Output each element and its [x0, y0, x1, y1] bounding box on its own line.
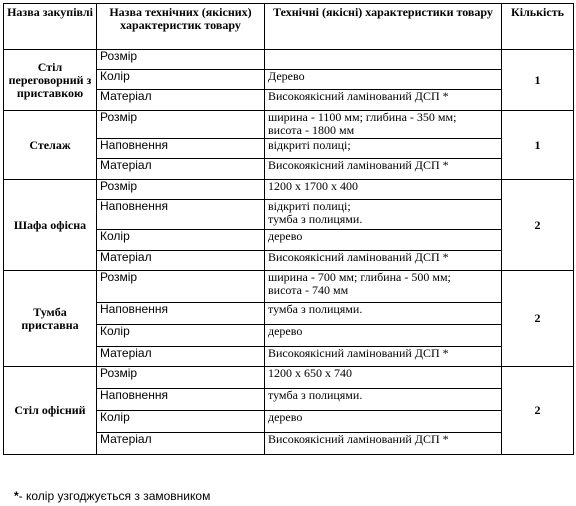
header-quantity: Кількість	[501, 3, 574, 50]
table-row: Матеріал Високоякісний ламінований ДСП *	[4, 346, 574, 367]
attribute-cell: Колір	[96, 69, 265, 90]
value-cell: відкриті полиці;	[264, 138, 502, 159]
table-row: Наповнення відкриті полиці;	[4, 138, 574, 159]
table-row: Наповнення тумба з полицями.	[4, 302, 574, 325]
item-name: Стіл переговорний з приставкою	[3, 49, 97, 111]
value-cell: ширина - 1100 мм; глибина - 350 мм; висо…	[264, 110, 502, 139]
table-row: Матеріал Високоякісний ламінований ДСП *	[4, 250, 574, 271]
value-cell: ширина - 700 мм; глибина - 500 мм; висот…	[264, 270, 502, 303]
attribute-cell: Розмір	[96, 110, 265, 139]
value-cell: Високоякісний ламінований ДСП *	[264, 250, 502, 271]
attribute-cell: Наповнення	[96, 138, 265, 159]
value-cell: дерево	[264, 324, 502, 347]
header-row: Назва закупівлі Назва технічних (якісних…	[3, 3, 574, 50]
table-row: Тумба приставна Розмір ширина - 700 мм; …	[3, 270, 574, 367]
attribute-cell: Колір	[96, 324, 265, 347]
value-cell: дерево	[264, 229, 502, 251]
header-name: Назва закупівлі	[3, 3, 97, 50]
value-cell: Високоякісний ламінований ДСП *	[264, 346, 502, 367]
table-row: Наповнення відкриті полиці; тумба з поли…	[4, 199, 574, 230]
footnote-text: - колір узгоджується з замовником	[18, 489, 211, 503]
attribute-cell: Матеріал	[96, 250, 265, 271]
footnote-mark: *	[14, 489, 19, 503]
attribute-cell: Розмір	[96, 366, 265, 389]
attribute-cell: Наповнення	[96, 388, 265, 411]
attribute-cell: Розмір	[96, 49, 265, 70]
attribute-cell: Матеріал	[96, 158, 265, 180]
attribute-cell: Матеріал	[96, 89, 265, 111]
value-cell	[264, 49, 502, 70]
table-row: Стіл офісний Розмір 1200 х 650 х 740 2	[3, 366, 574, 455]
quantity-cell: 2	[501, 270, 574, 367]
table-row: Стіл переговорний з приставкою Розмір 1	[3, 49, 574, 111]
value-cell: тумба з полицями.	[264, 302, 502, 325]
attribute-cell: Колір	[96, 229, 265, 251]
table-row: Стелаж Розмір ширина - 1100 мм; глибина …	[3, 110, 574, 180]
table-row: Колір дерево	[4, 410, 574, 433]
attribute-cell: Наповнення	[96, 199, 265, 230]
item-name: Тумба приставна	[3, 270, 97, 367]
specification-table: Назва закупівлі Назва технічних (якісних…	[3, 3, 574, 455]
table-row: Шафа офісна Розмір 1200 х 1700 х 400 2	[3, 179, 574, 271]
attribute-cell: Розмір	[96, 270, 265, 303]
header-attribute: Назва технічних (якісних) характеристик …	[96, 3, 265, 50]
header-value: Технічні (якісні) характеристики товару	[264, 3, 502, 50]
value-cell: відкриті полиці; тумба з полицями.	[264, 199, 502, 230]
value-cell: Високоякісний ламінований ДСП *	[264, 432, 502, 455]
quantity-cell: 2	[501, 179, 574, 271]
table-row: Наповнення тумба з полицями.	[4, 388, 574, 411]
value-cell: Дерево	[264, 69, 502, 90]
footnote: *- колір узгоджується з замовником	[14, 489, 210, 503]
item-name: Шафа офісна	[3, 179, 97, 271]
attribute-cell: Розмір	[96, 179, 265, 200]
value-cell: 1200 х 1700 х 400	[264, 179, 502, 200]
attribute-cell: Матеріал	[96, 432, 265, 455]
table-row: Матеріал Високоякісний ламінований ДСП *	[4, 432, 574, 455]
value-cell: 1200 х 650 х 740	[264, 366, 502, 389]
value-cell: дерево	[264, 410, 502, 433]
item-name: Стіл офісний	[3, 366, 97, 455]
value-cell: Високоякісний ламінований ДСП *	[264, 89, 502, 111]
quantity-cell: 1	[501, 49, 574, 111]
table-row: Колір дерево	[4, 229, 574, 251]
attribute-cell: Колір	[96, 410, 265, 433]
quantity-cell: 1	[501, 110, 574, 180]
quantity-cell: 2	[501, 366, 574, 455]
value-cell: тумба з полицями.	[264, 388, 502, 411]
attribute-cell: Матеріал	[96, 346, 265, 367]
attribute-cell: Наповнення	[96, 302, 265, 325]
value-cell: Високоякісний ламінований ДСП *	[264, 158, 502, 180]
item-name: Стелаж	[3, 110, 97, 180]
